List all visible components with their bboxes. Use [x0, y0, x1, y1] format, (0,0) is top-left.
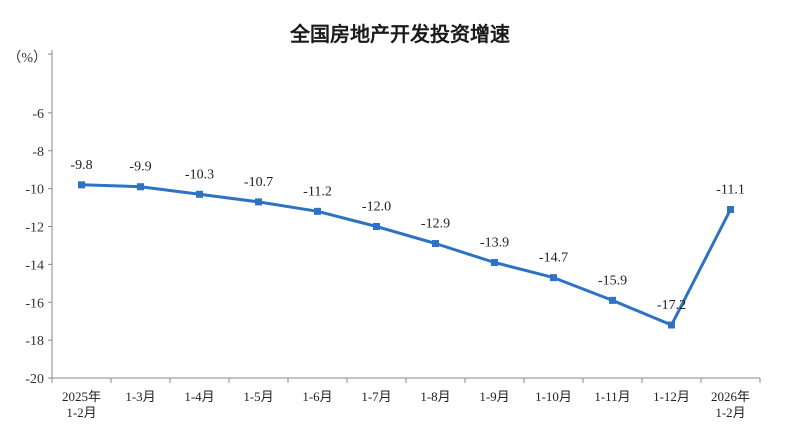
data-point: [78, 181, 85, 189]
data-label: -11.2: [303, 184, 332, 199]
y-axis-unit-label: （%）: [7, 50, 47, 66]
data-label: -13.9: [480, 235, 509, 250]
data-point: [609, 296, 616, 304]
data-point: [196, 190, 203, 198]
data-point: [373, 223, 380, 230]
y-tick-label: -14: [25, 258, 44, 273]
data-label: -17.2: [657, 298, 686, 313]
y-tick-label: -16: [25, 296, 44, 311]
data-label: -10.3: [185, 167, 214, 182]
y-tick-label: -18: [25, 334, 44, 349]
y-tick-label: -12: [25, 221, 44, 236]
data-point: [432, 240, 439, 248]
y-tick-label: -8: [32, 145, 44, 160]
data-point: [668, 321, 675, 329]
data-point: [491, 258, 498, 266]
x-tick-label: 1-7月: [361, 389, 391, 404]
x-tick-label: 1-3月: [125, 389, 155, 404]
x-tick-label: 1-6月: [302, 389, 332, 404]
x-tick-label: 1-8月: [420, 389, 450, 404]
x-tick-label: 1-5月: [243, 389, 273, 404]
data-label: -15.9: [598, 273, 627, 288]
x-tick-label: 1-10月: [535, 389, 572, 404]
data-label: -14.7: [539, 251, 568, 266]
data-label: -9.8: [70, 158, 92, 173]
data-label: -12.9: [421, 217, 450, 232]
data-label: -12.0: [362, 200, 391, 215]
x-tick-label: 1-12月: [653, 389, 690, 404]
data-label: -10.7: [244, 175, 273, 190]
x-tick-label: 1-11月: [594, 389, 630, 404]
chart-title: 全国房地产开发投资增速: [290, 22, 510, 46]
x-tick-label: 2026年 1-2月: [711, 389, 750, 420]
y-tick-label: -6: [32, 107, 44, 122]
series-line: [81, 183, 732, 327]
data-point: [314, 207, 321, 215]
data-point: [255, 198, 262, 206]
x-tick-label: 1-9月: [479, 389, 509, 404]
y-tick-label: -20: [25, 372, 44, 387]
x-tick-label: 2025年 1-2月: [62, 389, 101, 420]
y-tick-label: -10: [25, 183, 44, 198]
data-label: -11.1: [716, 182, 745, 197]
data-label: -9.9: [129, 160, 151, 175]
data-point: [137, 183, 144, 191]
data-point: [727, 205, 734, 213]
data-point: [550, 274, 557, 282]
x-tick-label: 1-4月: [184, 389, 214, 404]
